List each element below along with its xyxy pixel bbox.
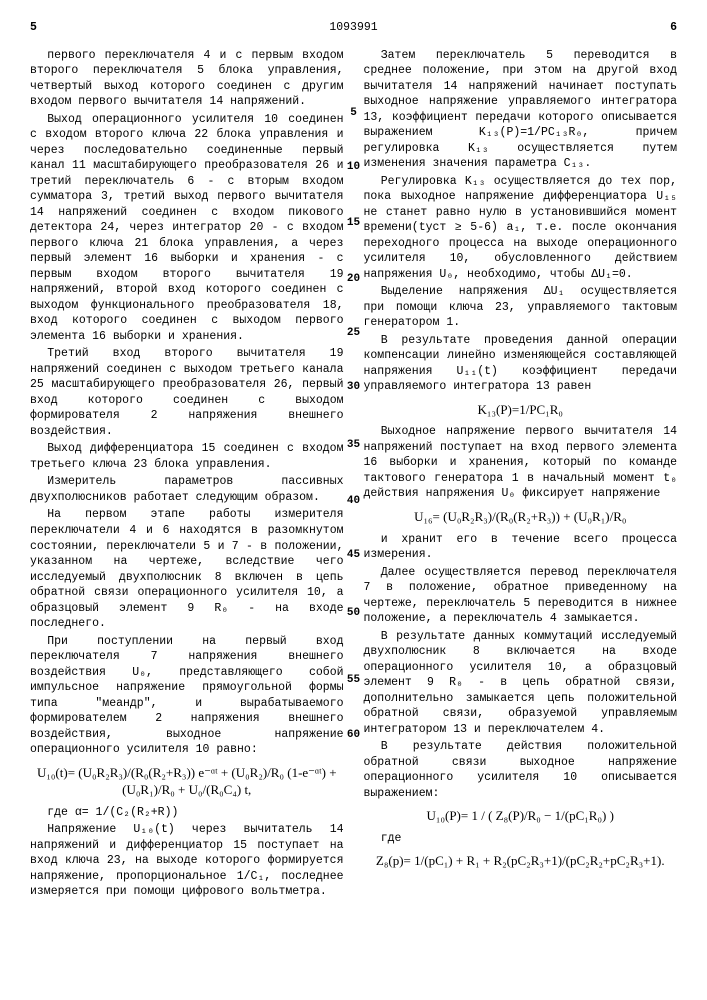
- formula: U₁₆= (U₀R₂R₃)/(R₀(R₂+R₃)) + (U₀R₁)/R₀: [364, 508, 678, 526]
- paragraph: Далее осуществляется перевод переключате…: [364, 565, 678, 627]
- header: 5 1093991 6: [30, 20, 677, 36]
- paragraph: Затем переключатель 5 переводится в сред…: [364, 48, 678, 172]
- paragraph: На первом этапе работы измерителя перекл…: [30, 507, 344, 631]
- left-column: первого переключателя 4 и с первым входо…: [30, 48, 344, 902]
- line-number: 25: [347, 326, 360, 341]
- line-number: 40: [347, 494, 360, 509]
- line-number: 45: [347, 548, 360, 563]
- paragraph: В результате данных коммутаций исследуем…: [364, 629, 678, 738]
- paragraph: где: [364, 831, 678, 847]
- line-number: 30: [347, 380, 360, 395]
- line-number: 5: [350, 106, 357, 121]
- paragraph: Выход операционного усилителя 10 соедине…: [30, 112, 344, 345]
- formula: U₁₀(P)= 1 / ( Z₈(P)/R₀ − 1/(pC₁R₀) ): [364, 807, 678, 825]
- paragraph: Регулировка K₁₃ осуществляется до тех по…: [364, 174, 678, 283]
- line-number: 15: [347, 216, 360, 231]
- line-number: 50: [347, 606, 360, 621]
- line-number: 10: [347, 160, 360, 175]
- paragraph: Третий вход второго вычитателя 19 напряж…: [30, 346, 344, 439]
- paragraph: Напряжение U₁₀(t) через вычитатель 14 на…: [30, 822, 344, 900]
- line-number: 55: [347, 673, 360, 688]
- paragraph: Выделение напряжения ΔU₁ осуществляется …: [364, 284, 678, 331]
- page-marker-right: 6: [670, 20, 677, 36]
- formula: Z₈(p)= 1/(pC₁) + R₁ + R₂(pC₂R₃+1)/(pC₂R₂…: [364, 852, 678, 870]
- line-number: 20: [347, 272, 360, 287]
- body-columns: 5 10 15 20 25 30 35 40 45 50 55 60 первого переключ…: [30, 48, 677, 902]
- line-number: 60: [347, 728, 360, 743]
- formula: U₁₀(t)= (U₀R₂R₃)/(R₀(R₂+R₃)) e⁻ᵅᵗ + (U₀R…: [30, 764, 344, 799]
- right-column: Затем переключатель 5 переводится в сред…: [364, 48, 678, 902]
- paragraph: В результате проведения данной операции …: [364, 333, 678, 395]
- paragraph: В результате действия положительной обра…: [364, 739, 678, 801]
- page-marker-left: 5: [30, 20, 37, 36]
- formula: K₁₃(P)=1/PC₁R₀: [364, 401, 678, 419]
- line-number: 35: [347, 438, 360, 453]
- paragraph: первого переключателя 4 и с первым входо…: [30, 48, 344, 110]
- paragraph: Выход дифференциатора 15 соединен с вход…: [30, 441, 344, 472]
- paragraph: При поступлении на первый вход переключа…: [30, 634, 344, 758]
- paragraph: Измеритель параметров пассивных двухполю…: [30, 474, 344, 505]
- paragraph: и хранит его в течение всего процесса из…: [364, 532, 678, 563]
- paragraph: где α= 1/(C₂(R₂+R)): [30, 805, 344, 821]
- document-number: 1093991: [37, 20, 670, 36]
- paragraph: Выходное напряжение первого вычитателя 1…: [364, 424, 678, 502]
